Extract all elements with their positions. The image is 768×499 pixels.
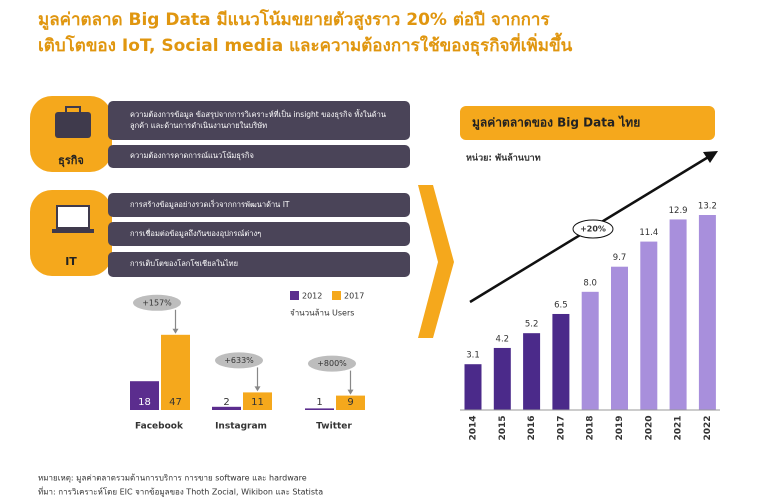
callout-bubble [308, 355, 356, 372]
bar [611, 266, 628, 410]
value-label: 9.7 [613, 253, 627, 263]
chart-title: มูลค่าตลาดของ Big Data ไทย [472, 115, 640, 131]
driver-item: ความต้องการข้อมูล ข้อสรุปจากการวิเคราะห์… [130, 110, 386, 130]
x-tick-label: 2018 [586, 415, 596, 440]
x-tick-label: 2021 [674, 415, 684, 440]
trend-label: +20% [580, 225, 606, 234]
value-label: 2 [223, 397, 229, 408]
bar [523, 333, 541, 410]
driver-text: การเติบโตของโลกโซเชียลในไทย [130, 259, 238, 269]
title-line: มูลค่าตลาด Big Data มีแนวโน้มขยายตัวสูงร… [38, 9, 550, 31]
bar [552, 313, 570, 410]
legend-label: 2012 [302, 292, 322, 301]
value-label: 47 [169, 397, 182, 408]
value-label: 11 [251, 397, 264, 408]
legend-swatch [290, 291, 299, 300]
bar [212, 406, 241, 410]
driver-text: ความต้องการข้อมูล ข้อสรุปจากการวิเคราะห์… [130, 110, 386, 130]
callout-arrowhead [254, 386, 261, 392]
driver-text: ความต้องการคาดการณ์แนวโน้มธุรกิจ [130, 151, 254, 161]
driver-item: การเชื่อมต่อข้อมูลถึงกันของอุปกรณ์ต่างๆ [130, 228, 262, 238]
x-tick-label: 2017 [556, 415, 566, 440]
x-tick-label: Twitter [316, 422, 352, 432]
value-label: 13.2 [698, 202, 717, 212]
briefcase-icon [55, 112, 91, 138]
x-tick-label: 2020 [644, 415, 654, 440]
bar [698, 215, 716, 410]
driver-band [108, 101, 410, 140]
bar [493, 347, 511, 410]
bar [336, 395, 365, 410]
x-tick-label: Instagram [215, 422, 267, 432]
bar [305, 408, 334, 410]
value-label: 5.2 [525, 320, 539, 330]
chevron-arrow [418, 185, 454, 338]
value-label: 3.1 [466, 351, 480, 361]
bar [464, 364, 482, 410]
driver-text: การสร้างข้อมูลอย่างรวดเร็วจากการพัฒนาด้า… [130, 199, 290, 209]
x-tick-label: 2019 [615, 415, 625, 440]
value-label: 12.9 [669, 206, 688, 216]
value-label: 4.2 [496, 334, 510, 344]
callout-label: +633% [224, 356, 254, 365]
laptop-base [52, 229, 94, 233]
x-tick-label: Facebook [135, 422, 184, 432]
legend-swatch [332, 291, 341, 300]
chart-unit: หน่วย: พันล้านบาท [466, 153, 541, 164]
driver-band [108, 145, 410, 168]
driver-label: IT [65, 255, 77, 268]
driver-band [108, 252, 410, 277]
x-tick-label: 2022 [703, 415, 713, 440]
driver-label: ธุรกิจ [58, 154, 84, 168]
driver-item: การสร้างข้อมูลอย่างรวดเร็วจากการพัฒนาด้า… [130, 199, 290, 209]
x-tick-label: 2015 [498, 415, 508, 440]
footnote: หมายเหตุ: มูลค่าตลาดรวมด้านการบริการ การ… [38, 474, 307, 484]
callout-label: +157% [142, 298, 172, 307]
x-tick-label: 2016 [527, 415, 537, 440]
bar [161, 334, 190, 410]
callout-arrowhead [347, 389, 354, 395]
driver-band [108, 193, 410, 217]
callout-bubble [133, 294, 181, 311]
callout-bubble [215, 352, 263, 369]
bar [243, 392, 272, 410]
bar [581, 291, 599, 410]
driver-text: การเชื่อมต่อข้อมูลถึงกันของอุปกรณ์ต่างๆ [130, 228, 262, 238]
legend-label: 2017 [344, 292, 364, 301]
value-label: 1 [316, 397, 322, 408]
briefcase-handle [65, 106, 81, 114]
value-label: 9 [347, 397, 353, 408]
footnote: ที่มา: การวิเคราะห์โดย EIC จากข้อมูลของ … [38, 486, 323, 498]
bar [669, 219, 687, 410]
value-label: 11.4 [639, 228, 658, 238]
value-label: 6.5 [554, 300, 568, 310]
title-line: เติบโตของ IoT, Social media และความต้องก… [38, 32, 573, 56]
driver-item: ความต้องการคาดการณ์แนวโน้มธุรกิจ [130, 151, 254, 161]
callout-arrowhead [172, 328, 179, 334]
driver-band [108, 222, 410, 246]
bar [640, 241, 658, 410]
value-label: 8.0 [583, 278, 597, 288]
value-label: 18 [138, 397, 151, 408]
trend-arrowhead [703, 151, 718, 163]
bar [130, 381, 159, 410]
trend-bubble [572, 219, 614, 239]
callout-label: +800% [317, 359, 347, 368]
chart-unit: จำนวนล้าน Users [290, 309, 354, 318]
laptop-icon [56, 205, 90, 229]
driver-item: การเติบโตของโลกโซเชียลในไทย [130, 259, 238, 269]
chart-title-box [460, 106, 715, 140]
x-tick-label: 2014 [469, 415, 479, 440]
